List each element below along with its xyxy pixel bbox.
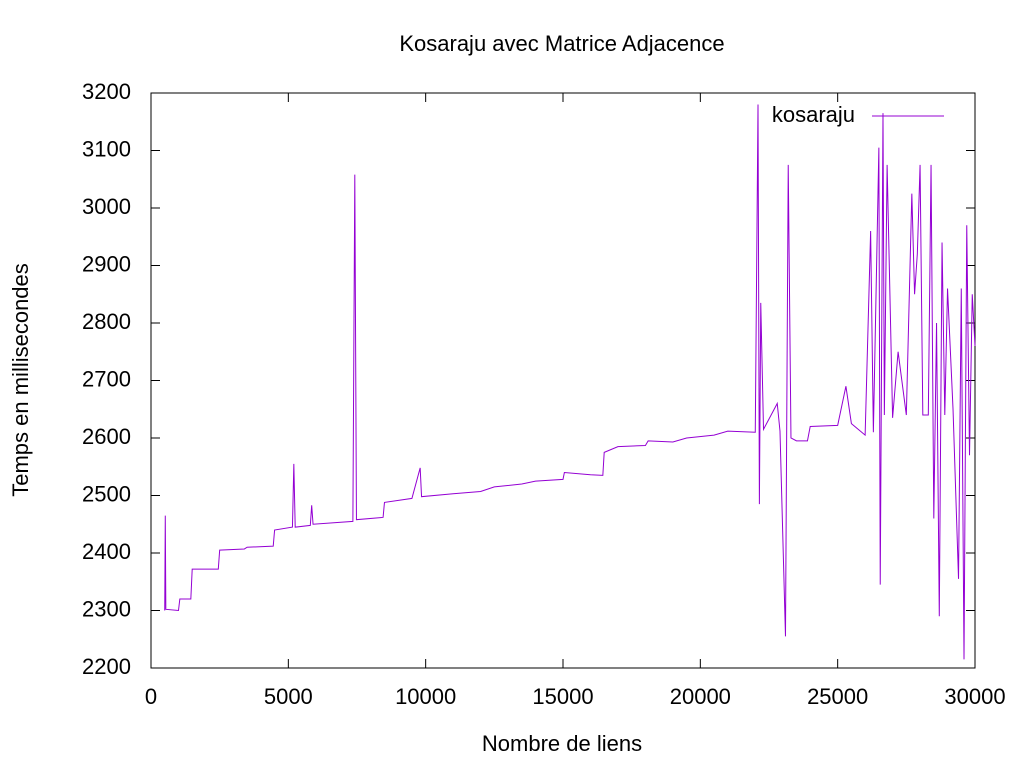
- y-tick-label: 3000: [82, 194, 131, 219]
- y-tick-label: 3100: [82, 136, 131, 161]
- x-tick-label: 5000: [264, 684, 313, 709]
- y-tick-label: 2300: [82, 596, 131, 621]
- x-tick-label: 30000: [944, 684, 1005, 709]
- y-tick-label: 2400: [82, 539, 131, 564]
- y-axis-label: Temps en millisecondes: [8, 263, 33, 497]
- x-tick-label: 10000: [395, 684, 456, 709]
- y-tick-label: 2900: [82, 251, 131, 276]
- legend-label: kosaraju: [772, 102, 855, 127]
- x-tick-label: 15000: [532, 684, 593, 709]
- x-tick-label: 20000: [670, 684, 731, 709]
- x-tick-label: 25000: [807, 684, 868, 709]
- y-tick-label: 3200: [82, 79, 131, 104]
- plot-frame: [150, 92, 976, 669]
- x-axis-label: Nombre de liens: [482, 731, 642, 756]
- y-tick-label: 2600: [82, 424, 131, 449]
- y-tick-label: 2700: [82, 366, 131, 391]
- y-tick-label: 2500: [82, 481, 131, 506]
- x-tick-label: 0: [145, 684, 157, 709]
- y-tick-label: 2200: [82, 654, 131, 679]
- y-tick-label: 2800: [82, 309, 131, 334]
- chart-title: Kosaraju avec Matrice Adjacence: [399, 31, 724, 56]
- data-line: [164, 104, 976, 660]
